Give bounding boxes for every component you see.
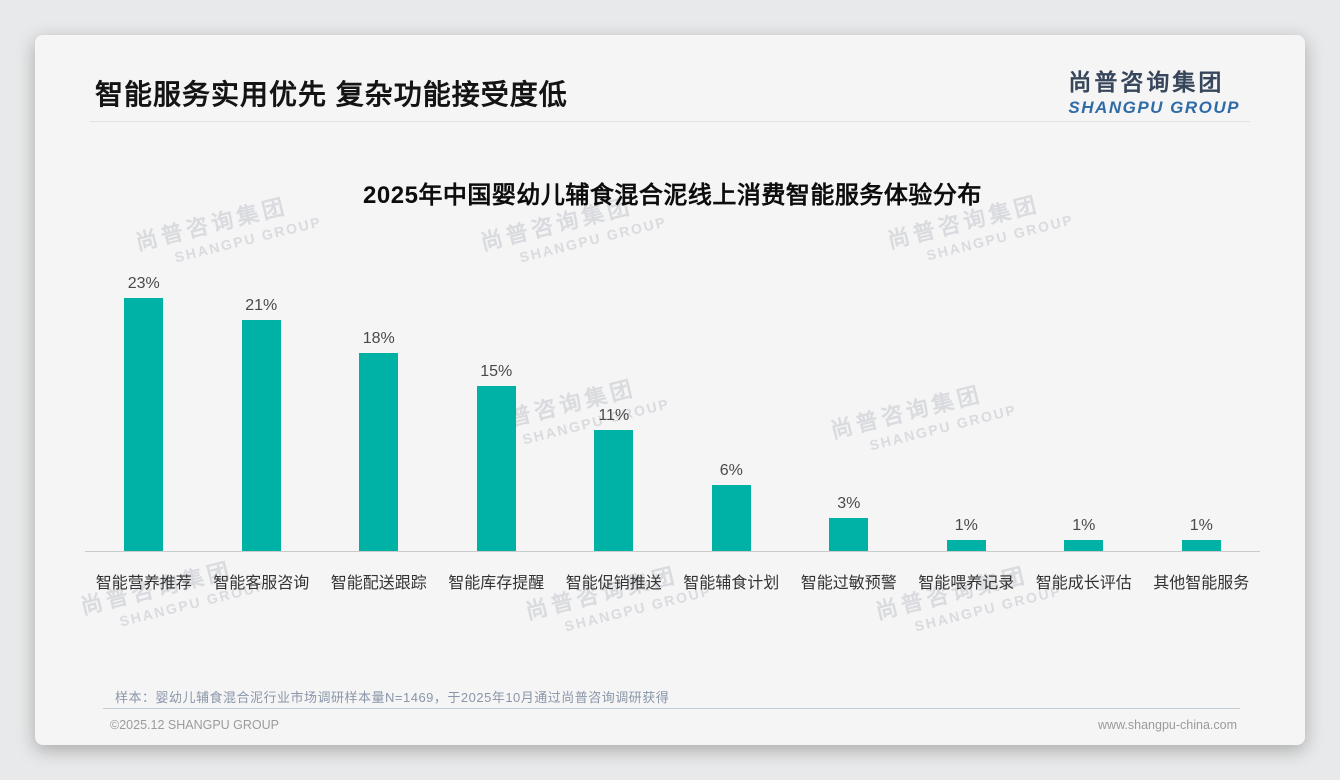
bar-column: 11%: [555, 407, 673, 551]
bar: [711, 485, 751, 551]
value-label: 1%: [1189, 517, 1213, 534]
value-label: 23%: [127, 275, 160, 292]
value-label: 15%: [480, 363, 513, 380]
bar: [1064, 540, 1104, 551]
value-label: 18%: [362, 330, 395, 347]
page-title: 智能服务实用优先 复杂功能接受度低: [95, 79, 568, 110]
value-label: 1%: [1072, 517, 1096, 534]
bar: [946, 540, 986, 551]
footer-bar: ©2025.12 SHANGPU GROUP www.shangpu-china…: [110, 718, 1237, 732]
bar: [476, 386, 516, 551]
category-label: 智能辅食计划: [683, 575, 780, 592]
bar: [124, 298, 164, 551]
bar-column: 6%: [673, 462, 791, 551]
website-link[interactable]: www.shangpu-china.com: [1098, 718, 1237, 732]
category-label: 智能营养推荐: [95, 575, 192, 592]
bar-column: 21%: [203, 297, 321, 551]
bar: [241, 320, 281, 551]
report-card: 尚普咨询集团 SHANGPU GROUP 尚普咨询集团 SHANGPU GROUP 尚普…: [35, 35, 1305, 745]
value-label: 11%: [598, 407, 630, 424]
sample-note: 样本：婴幼儿辅食混合泥行业市场调研样本量N=1469，于2025年10月通过尚普…: [115, 690, 670, 705]
bar-chart-columns: 23% 21% 18% 15% 11% 6% 3% 1% 1% 1%: [85, 268, 1260, 551]
copyright-text: ©2025.12 SHANGPU GROUP: [110, 718, 279, 732]
category-labels: 智能营养推荐 智能客服咨询 智能配送跟踪 智能库存提醒 智能促销推送 智能辅食计划 智能过敏…: [85, 552, 1260, 593]
category-label: 智能过敏预警: [800, 575, 897, 592]
value-label: 3%: [837, 495, 861, 512]
footer-divider: [103, 708, 1240, 709]
bar-column: 15%: [438, 363, 556, 551]
logo-en-text: SHANGPU GROUP: [1068, 98, 1240, 117]
bar: [1181, 540, 1221, 551]
bar: [829, 518, 869, 551]
bar-column: 18%: [320, 330, 438, 551]
category-label: 智能喂养记录: [918, 575, 1015, 592]
category-label: 智能库存提醒: [448, 575, 545, 592]
bar: [594, 430, 634, 551]
category-label: 智能配送跟踪: [330, 575, 427, 592]
category-label: 智能促销推送: [565, 575, 662, 592]
bar: [359, 353, 399, 551]
chart-title: 2025年中国婴幼儿辅食混合泥线上消费智能服务体验分布: [363, 182, 982, 209]
category-label: 其他智能服务: [1153, 575, 1250, 592]
bar-column: 3%: [790, 495, 908, 551]
bar-column: 23%: [85, 275, 203, 551]
value-label: 21%: [245, 297, 278, 314]
bar-column: 1%: [1143, 517, 1261, 551]
value-label: 6%: [719, 462, 743, 479]
bar-column: 1%: [908, 517, 1026, 551]
category-label: 智能成长评估: [1035, 575, 1132, 592]
logo: 尚普咨询集团 SHANGPU GROUP: [1068, 63, 1240, 118]
category-label: 智能客服咨询: [213, 575, 310, 592]
x-axis-line: [85, 551, 1260, 552]
logo-cn-text: 尚普咨询集团: [1068, 69, 1225, 95]
bar-chart: 23% 21% 18% 15% 11% 6% 3% 1% 1% 1% 智能营养推荐 智能客服咨询 智能…: [85, 268, 1260, 593]
value-label: 1%: [954, 517, 978, 534]
bar-column: 1%: [1025, 517, 1143, 551]
header-divider: [90, 121, 1250, 122]
